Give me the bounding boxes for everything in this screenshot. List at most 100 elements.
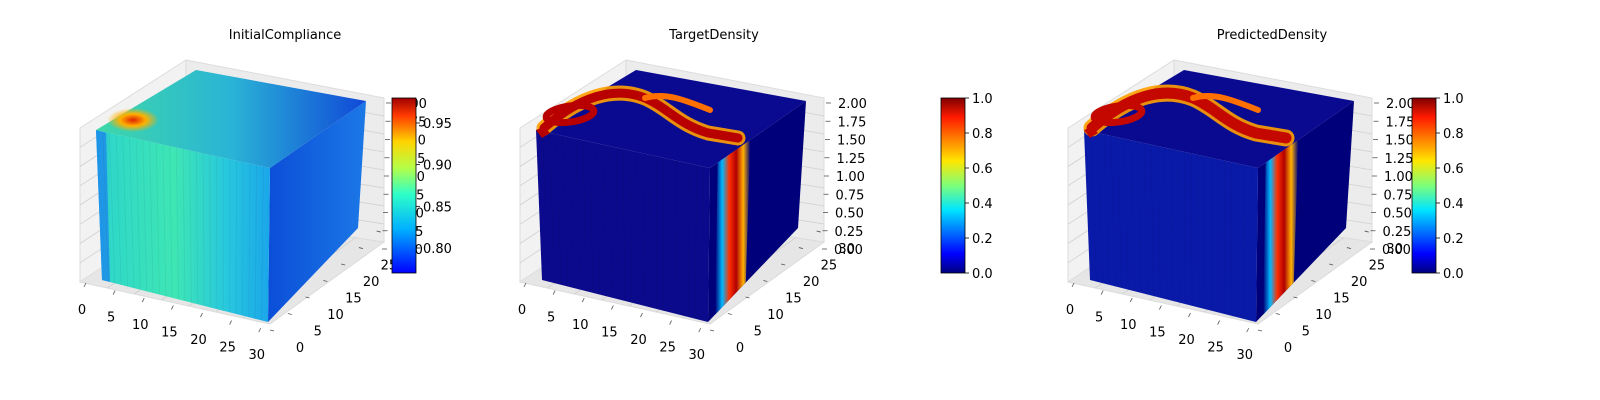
subplot-title: PredictedDensity [1217,28,1328,43]
colorbar-tick-label: 0.8 [972,127,993,142]
compliance-hotspot [107,108,159,132]
x-tick-mark [200,312,203,318]
x-tick-mark [229,320,232,325]
structure-branch-top [1190,92,1261,113]
z-tick-label: 1.75 [838,115,867,130]
x-tick-label: 20 [190,333,207,348]
y-tick-mark [269,329,275,332]
colorbar [391,97,417,274]
voxel-stripe [629,150,632,303]
voxel-stripe [108,132,116,284]
x-tick-label: 15 [1149,326,1166,341]
voxel-stripe [254,165,258,319]
voxel-stripe [1230,162,1232,316]
x-tick-mark [552,290,556,295]
colorbar-tick-label: 0.2 [972,232,993,247]
x-tick-mark [1100,290,1104,295]
voxel-stripe [1150,144,1155,297]
voxel-stripe [155,143,160,295]
z-tick-label: 0.00 [834,243,863,258]
colorbar [1411,97,1437,274]
y-tick-label: 10 [767,308,784,323]
voxel-stripe [1236,163,1239,318]
voxel-stripe [149,141,154,293]
x-tick-label: 10 [1120,318,1137,333]
x-tick-label: 30 [688,348,705,363]
voxel-stripe [1143,143,1148,295]
z-tick-label: 1.25 [837,152,866,167]
y-tick-mark [816,230,821,233]
voxel-stripe [1090,131,1097,282]
z-tick-label: 2.00 [838,97,867,112]
voxel-stripe [1110,135,1116,287]
y-tick-mark [1364,230,1369,233]
colorbar-tick-label: 1.0 [1443,92,1464,107]
cube-front-face [96,130,270,322]
y-tick-mark [1346,247,1352,249]
x-tick-mark [83,282,87,288]
voxel-stripe [1103,134,1110,285]
voxel-stripe [622,148,626,302]
y-tick-label: 30 [1386,242,1403,257]
z-tick-label: 0.75 [836,188,865,203]
voxel-stripe [575,138,581,290]
voxel-stripe [122,135,128,287]
y-tick-label: 15 [785,292,802,307]
structure-ring-top [542,101,598,127]
voxel-stripe [242,162,244,316]
voxel-stripe [209,154,211,308]
x-tick-label: 30 [248,348,265,363]
voxel-stripe [1096,132,1104,284]
voxel-stripe [162,144,167,297]
y-tick-mark [323,280,328,282]
voxel-stripe [102,131,109,282]
voxel-stripe [1183,151,1187,305]
voxel-stripe [694,165,698,319]
voxel-stripe [649,154,651,308]
y-tick-label: 15 [1333,292,1350,307]
voxel-stripe [169,146,173,298]
x-tick-mark [1217,320,1220,325]
colorbar-tick-label: 0.2 [1443,232,1464,247]
voxel-stripe [589,141,594,293]
voxel-stripe [609,146,613,298]
y-tick-mark [727,313,732,315]
voxel-stripe [189,150,192,303]
x-tick-label: 30 [1236,348,1253,363]
y-tick-mark [1293,296,1298,299]
x-tick-mark [581,297,585,303]
x-tick-label: 10 [132,318,149,333]
voxel-stripe [1249,166,1252,321]
voxel-stripe [261,166,264,321]
voxel-stripe [1197,154,1199,308]
voxel-stripe [701,166,704,321]
z-tick-label: 0.50 [1383,207,1412,222]
x-tick-mark [611,305,614,310]
voxel-stripe [642,153,645,306]
colorbar-tick-label: 1.0 [972,92,993,107]
z-tick-label: 1.50 [1385,134,1414,149]
x-tick-mark [640,312,643,318]
subplot-title: InitialCompliance [229,28,342,43]
y-tick-label: 25 [821,259,838,274]
voxel-stripe [202,153,205,306]
y-tick-label: 20 [363,275,380,290]
cube-side-face [268,101,366,322]
x-tick-mark [141,297,145,303]
z-tick-label: 1.00 [836,170,865,185]
z-tick-label: 1.75 [1386,115,1415,130]
x-tick-label: 25 [1207,341,1224,356]
z-tick-label: 1.50 [837,134,866,149]
y-tick-mark [305,296,310,299]
y-tick-mark [287,313,292,315]
voxel-stripe [115,134,122,285]
cube-front-face [536,130,710,322]
y-tick-label: 0 [1284,341,1292,356]
colorbar-tick-label: 0.6 [972,162,993,177]
y-tick-mark [763,280,768,282]
voxel-stripe [1177,150,1180,303]
z-tick-label: 1.25 [1385,152,1414,167]
y-tick-mark [341,263,346,266]
